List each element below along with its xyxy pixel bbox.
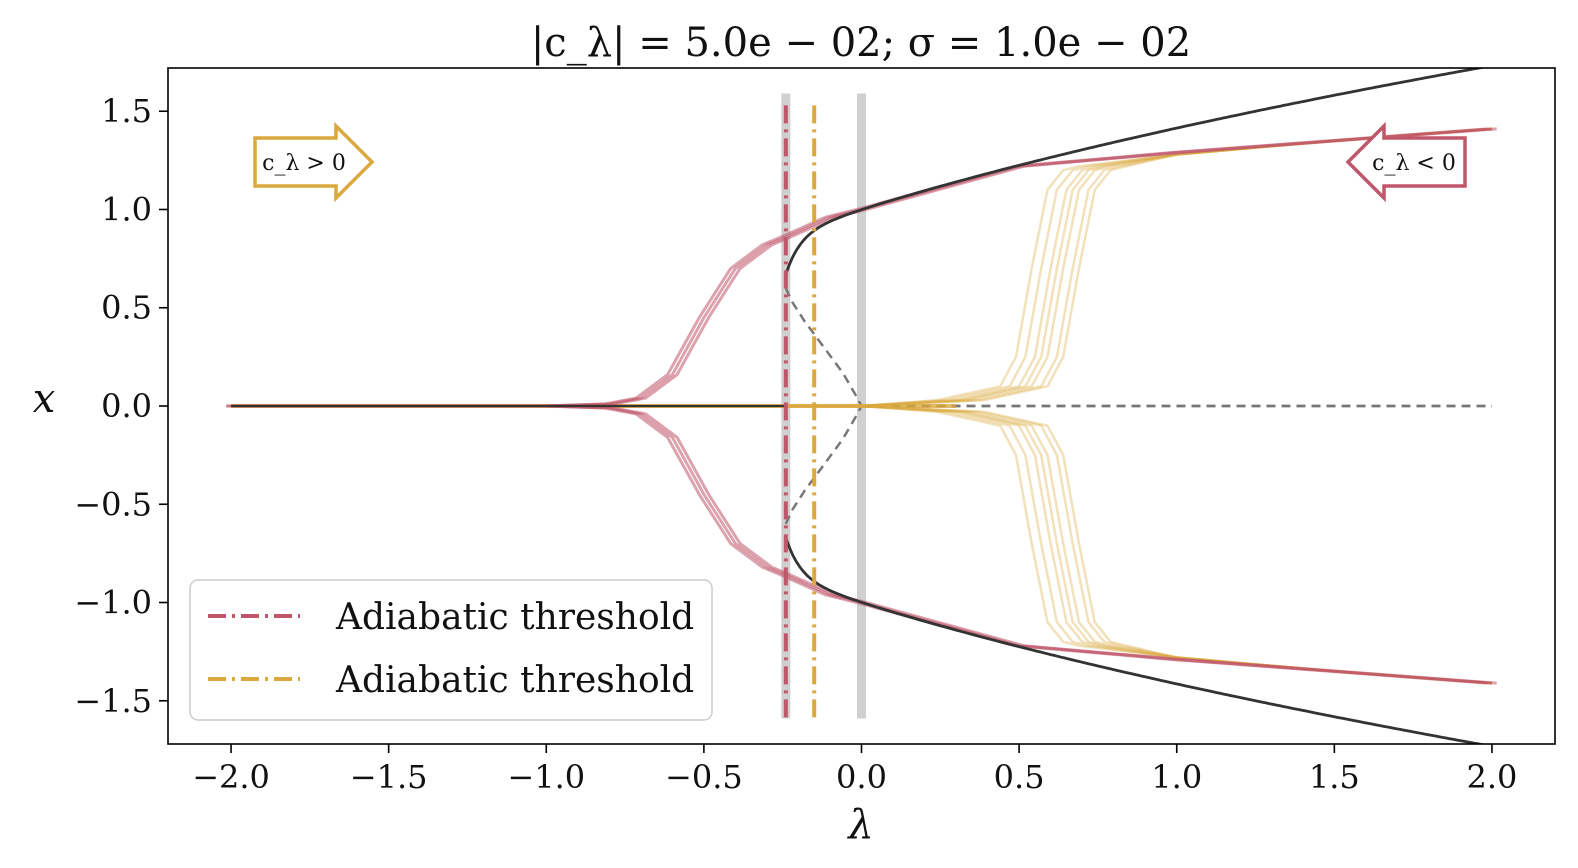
annotation-negative-label: c_λ < 0 [1372, 151, 1456, 176]
x-tick-label: 1.5 [1309, 758, 1360, 796]
x-tick-label: −2.0 [192, 758, 270, 796]
x-tick-label: 2.0 [1467, 758, 1518, 796]
chart-title: |c_λ| = 5.0e − 02; σ = 1.0e − 02 [531, 20, 1191, 66]
negative-sweep-trajectory [226, 127, 1488, 408]
x-tick-label: 0.5 [994, 758, 1045, 796]
right-arrow-icon [253, 121, 375, 203]
y-tick-label: −0.5 [74, 485, 152, 523]
x-tick-label: −0.5 [665, 758, 743, 796]
y-tick-label: 0.5 [101, 289, 152, 327]
annotation-positive-sweep: c_λ > 0 [253, 121, 375, 203]
legend-box [189, 579, 713, 721]
unstable-branch-line [784, 287, 863, 407]
y-tick-label: 1.0 [101, 190, 152, 228]
legend-label-positive: Adiabatic threshold [335, 660, 694, 701]
unstable-branch-line [784, 405, 863, 525]
annotation-negative-sweep: c_λ < 0 [1345, 121, 1467, 203]
y-tick-label: −1.5 [74, 682, 152, 720]
x-axis: −2.0 −1.5 −1.0 −0.5 0.0 0.5 1.0 1.5 2.0 [192, 744, 1517, 796]
legend: Adiabatic threshold Adiabatic threshold [189, 579, 713, 721]
negative-sweep-trajectory [235, 127, 1497, 408]
y-axis: 1.5 1.0 0.5 0.0 −0.5 −1.0 −1.5 [74, 92, 168, 720]
plot-area [226, 68, 1497, 744]
y-tick-label: −1.0 [74, 584, 152, 622]
stable-branch-line [784, 537, 1487, 744]
x-axis-label: λ [846, 802, 873, 848]
x-tick-label: 0.0 [836, 758, 887, 796]
y-tick-label: 0.0 [101, 387, 152, 425]
y-axis-label: x [33, 376, 56, 422]
x-tick-label: −1.5 [350, 758, 428, 796]
legend-label-negative: Adiabatic threshold [335, 597, 694, 638]
y-tick-label: 1.5 [101, 92, 152, 130]
negative-sweep-trajectory [226, 404, 1488, 685]
left-arrow-icon [1345, 121, 1467, 203]
x-tick-label: 1.0 [1151, 758, 1202, 796]
stable-branch-line [784, 68, 1487, 275]
x-tick-label: −1.0 [507, 758, 585, 796]
annotation-positive-label: c_λ > 0 [262, 151, 346, 176]
